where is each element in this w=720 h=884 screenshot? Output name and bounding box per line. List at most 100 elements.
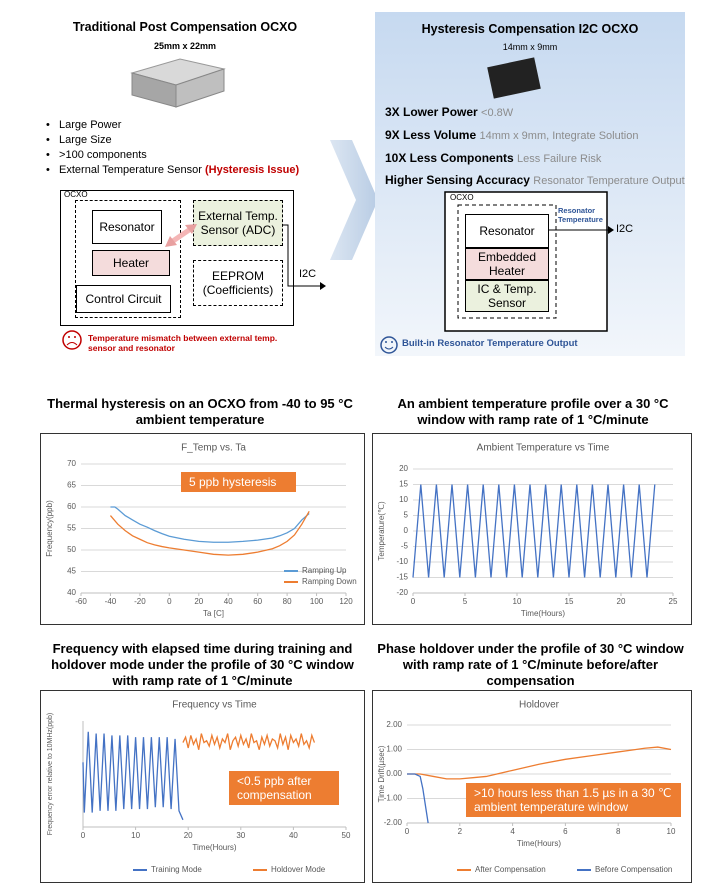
x-tick-label: 0: [81, 831, 86, 840]
legend-label: Training Mode: [151, 865, 202, 874]
y-tick-label: 40: [67, 588, 76, 597]
x-tick-label: 30: [236, 831, 245, 840]
y-tick-label: 70: [67, 459, 76, 468]
y-tick-label: 0.00: [386, 769, 402, 778]
series-line: [412, 484, 656, 578]
bullet: >100 components: [59, 149, 147, 161]
resonator: Resonator: [92, 210, 162, 244]
chart-caption: Frequency with elapsed time during train…: [51, 641, 354, 688]
x-tick-label: -40: [105, 597, 117, 606]
y-axis-label: Frequency error relative to 10MHz(ppb): [47, 713, 54, 836]
ocxo-image: [130, 58, 226, 108]
resonator: Resonator: [465, 214, 549, 248]
series-line: [182, 732, 316, 751]
y-tick-label: 0: [404, 526, 409, 535]
legend-label: After Compensation: [475, 865, 546, 874]
inner-box: [75, 200, 181, 318]
feature-label: 10X Less Components: [385, 151, 514, 165]
chart-frame: Frequency vs Time 0 10 20 30 40 50 Time(Hours) F…: [40, 690, 365, 883]
y-axis-label: Frequency(ppb): [45, 500, 54, 557]
heater: Embedded Heater: [465, 248, 549, 280]
x-tick-label: 120: [339, 597, 353, 606]
x-tick-label: 10: [667, 827, 676, 836]
x-tick-label: 100: [310, 597, 324, 606]
bullet-list: • Large Power • Large Size • >100 compon…: [46, 119, 300, 176]
chart-title: Ambient Temperature vs Time: [477, 443, 610, 454]
chart-frame: Holdover -2.00 -1.00 0.00 1.00 2.00 0 2 4 6 8 10 Tim…: [372, 690, 692, 883]
x-tick-label: 6: [563, 827, 568, 836]
x-tick-label: 5: [463, 597, 468, 606]
y-tick-label: 60: [67, 502, 76, 511]
chart-title: F_Temp vs. Ta: [181, 443, 246, 454]
heater: Heater: [92, 250, 170, 276]
x-tick-label: -20: [134, 597, 146, 606]
annotation: >10 hours less than 1.5 µs in a 30 ℃ amb…: [466, 783, 681, 817]
feature: 9X Less Volume 14mm x 9mm, Integrate Sol…: [385, 128, 638, 142]
x-tick-label: 4: [510, 827, 515, 836]
ic-sensor: IC & Temp. Sensor: [465, 280, 549, 312]
chart: F_Temp vs. Ta 40 45 50 55 60 65 70 -60 -40 -20 0 20 4…: [45, 443, 357, 618]
legend-label: Holdover Mode: [271, 865, 326, 874]
ocxo-label: OCXO: [64, 190, 88, 199]
bullet: External Temperature Sensor: [59, 164, 202, 176]
feature-label: 3X Lower Power: [385, 105, 478, 119]
x-tick-label: 2: [458, 827, 463, 836]
right-size: 14mm x 9mm: [502, 42, 558, 52]
series-line: [82, 731, 184, 821]
bullet-note: (Hysteresis Issue): [204, 164, 300, 176]
y-tick-label: -10: [396, 557, 408, 566]
i2c-label: I2C: [299, 268, 317, 280]
legend-label: Ramping Down: [302, 577, 357, 586]
resonator-temp: Resonator Temperature: [558, 206, 603, 224]
x-tick-label: 20: [194, 597, 203, 606]
y-tick-label: 45: [67, 567, 76, 576]
chart-title: Holdover: [519, 700, 560, 711]
x-tick-label: 10: [131, 831, 140, 840]
series-line: [110, 506, 310, 543]
x-axis-label: Ta [C]: [203, 609, 224, 618]
x-tick-label: 50: [342, 831, 351, 840]
x-axis-label: Time(Hours): [192, 843, 236, 852]
chart-frame: Ambient Temperature vs Time -20 -15 -10 -5 0 5…: [372, 433, 692, 625]
series-line: [407, 773, 429, 824]
y-tick-label: 15: [399, 480, 408, 489]
ocxo-label: OCXO: [450, 193, 474, 202]
y-axis-label: Time Drift(µsec): [377, 745, 386, 802]
chart-caption: Phase holdover under the profile of 30 °…: [377, 641, 684, 688]
chart-caption: Thermal hysteresis on an OCXO from -40 t…: [47, 396, 353, 427]
x-tick-label: 0: [411, 597, 416, 606]
output-note: Built-in Resonator Temperature Output: [402, 338, 578, 349]
bullet: Large Power: [59, 119, 122, 131]
feature-note: 14mm x 9mm, Integrate Solution: [479, 130, 639, 142]
warning: Temperature mismatch between external te…: [88, 333, 278, 353]
left-title: Traditional Post Compensation OCXO: [72, 20, 298, 34]
y-tick-label: -2.00: [384, 818, 403, 827]
series-line: [109, 510, 310, 556]
annotation: <0.5 ppb after compensation: [229, 771, 339, 805]
y-tick-label: 20: [399, 464, 408, 473]
i2c-label: I2C: [616, 223, 634, 235]
external-sensor: External Temp. Sensor (ADC): [193, 200, 283, 246]
x-tick-label: 15: [565, 597, 574, 606]
feature: 10X Less Components Less Failure Risk: [385, 151, 601, 165]
legend-label: Ramping Up: [302, 566, 347, 575]
chart: Frequency vs Time 0 10 20 30 40 50 Time(Hours) F…: [47, 700, 351, 874]
y-tick-label: 2.00: [386, 720, 402, 729]
feature-note: Less Failure Risk: [517, 153, 602, 165]
feature: Higher Sensing Accuracy Resonator Temper…: [385, 173, 685, 187]
x-tick-label: 0: [405, 827, 410, 836]
legend-label: Before Compensation: [595, 865, 672, 874]
x-tick-label: 0: [167, 597, 172, 606]
feature-note: <0.8W: [481, 107, 514, 119]
feature: 3X Lower Power <0.8W: [385, 105, 513, 119]
feature-label: Higher Sensing Accuracy: [385, 173, 530, 187]
x-tick-label: 40: [289, 831, 298, 840]
x-tick-label: 20: [184, 831, 193, 840]
y-tick-label: -20: [396, 588, 408, 597]
x-tick-label: 10: [513, 597, 522, 606]
x-axis-label: Time(Hours): [517, 839, 561, 848]
left-size: 25mm x 22mm: [153, 41, 217, 51]
y-tick-label: 1.00: [386, 745, 402, 754]
right-title: Hysteresis Compensation I2C OCXO: [421, 22, 639, 36]
x-tick-label: 80: [283, 597, 292, 606]
